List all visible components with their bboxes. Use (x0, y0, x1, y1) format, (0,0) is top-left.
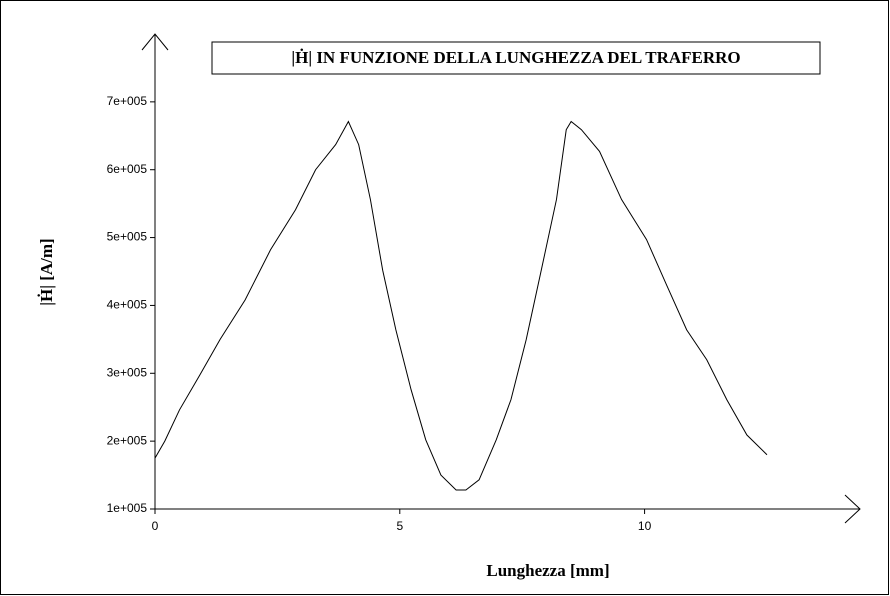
x-tick-label: 10 (638, 519, 652, 533)
data-line (154, 120, 768, 491)
y-tick-label: 4e+005 (107, 298, 148, 312)
y-tick-label: 5e+005 (107, 230, 148, 244)
y-tick-label: 6e+005 (107, 162, 148, 176)
chart-title: |Ḣ| IN FUNZIONE DELLA LUNGHEZZA DEL TRAF… (291, 48, 740, 67)
x-tick-label: 0 (152, 519, 159, 533)
y-tick-label: 3e+005 (107, 365, 148, 379)
y-axis-label: |Ḣ| [A/m] (37, 238, 56, 305)
y-tick-label: 2e+005 (107, 433, 148, 447)
y-tick-label: 7e+005 (107, 94, 148, 108)
x-tick-label: 5 (396, 519, 403, 533)
x-axis-label: Lunghezza [mm] (486, 561, 609, 580)
y-tick-label: 1e+005 (107, 501, 148, 515)
y-arrow (141, 33, 169, 51)
x-arrow (844, 494, 861, 524)
title-box (211, 41, 821, 75)
